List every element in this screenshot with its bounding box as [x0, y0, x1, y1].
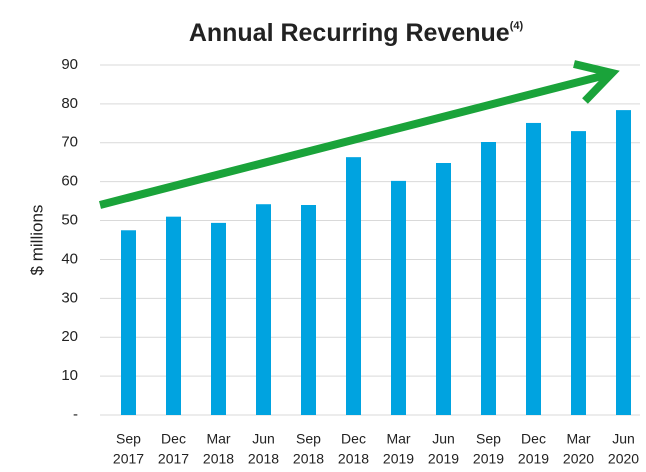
x-tick-label: 2019 [428, 451, 459, 467]
trend-arrow [99, 60, 620, 209]
bar [571, 131, 586, 415]
x-tick-label: 2018 [203, 451, 234, 467]
x-tick-label: 2018 [338, 451, 369, 467]
y-tick-label: 70 [61, 134, 78, 151]
arrow-shaft [99, 71, 607, 209]
y-tick-label: 40 [61, 250, 78, 267]
y-tick-label: - [73, 406, 78, 423]
bar [526, 122, 541, 415]
y-tick-label: 90 [61, 56, 78, 73]
x-tick-label: Jun [252, 431, 275, 447]
arrow-head [573, 60, 620, 104]
x-tick-label: 2018 [293, 451, 324, 467]
bar [616, 110, 631, 415]
x-tick-label: Sep [296, 431, 321, 447]
bar [346, 157, 361, 415]
x-tick-label: Jun [612, 431, 635, 447]
y-tick-label: 10 [61, 367, 78, 384]
bar [391, 180, 406, 415]
x-tick-label: Mar [206, 431, 230, 447]
y-axis-label: $ millions [27, 205, 46, 276]
x-tick-label: 2020 [563, 451, 594, 467]
x-tick-label: 2019 [473, 451, 504, 467]
title-note: (4) [510, 20, 524, 32]
title-text: Annual Recurring Revenue [189, 19, 510, 47]
x-tick-label: Dec [161, 431, 186, 447]
bar [166, 216, 181, 415]
x-tick-label: 2018 [248, 451, 279, 467]
bar [301, 205, 316, 415]
x-tick-label: 2017 [158, 451, 189, 467]
x-tick-label: 2019 [383, 451, 414, 467]
bar [481, 142, 496, 415]
x-tick-label: Sep [116, 431, 141, 447]
x-tick-label: 2020 [608, 451, 639, 467]
x-tick-label: Mar [386, 431, 410, 447]
x-tick-label: 2017 [113, 451, 144, 467]
y-tick-label: 20 [61, 328, 78, 345]
y-tick-label: 80 [61, 95, 78, 112]
y-tick-label: 60 [61, 173, 78, 190]
y-tick-label: 30 [61, 289, 78, 306]
bar [436, 163, 451, 415]
bar [256, 204, 271, 415]
x-tick-label: Dec [521, 431, 546, 447]
x-tick-label: Dec [341, 431, 366, 447]
x-tick-label: Sep [476, 431, 501, 447]
x-tick-label: Mar [566, 431, 590, 447]
bar [211, 222, 226, 415]
y-tick-label: 50 [61, 212, 78, 229]
chart-title: Annual Recurring Revenue(4) [189, 19, 524, 47]
x-tick-label: 2019 [518, 451, 549, 467]
x-tick-label: Jun [432, 431, 455, 447]
bar [121, 230, 136, 415]
plot: - 10 20 30 40 50 60 70 80 90 Sep 2017 Dec 2017 Mar 2018… [61, 56, 640, 467]
